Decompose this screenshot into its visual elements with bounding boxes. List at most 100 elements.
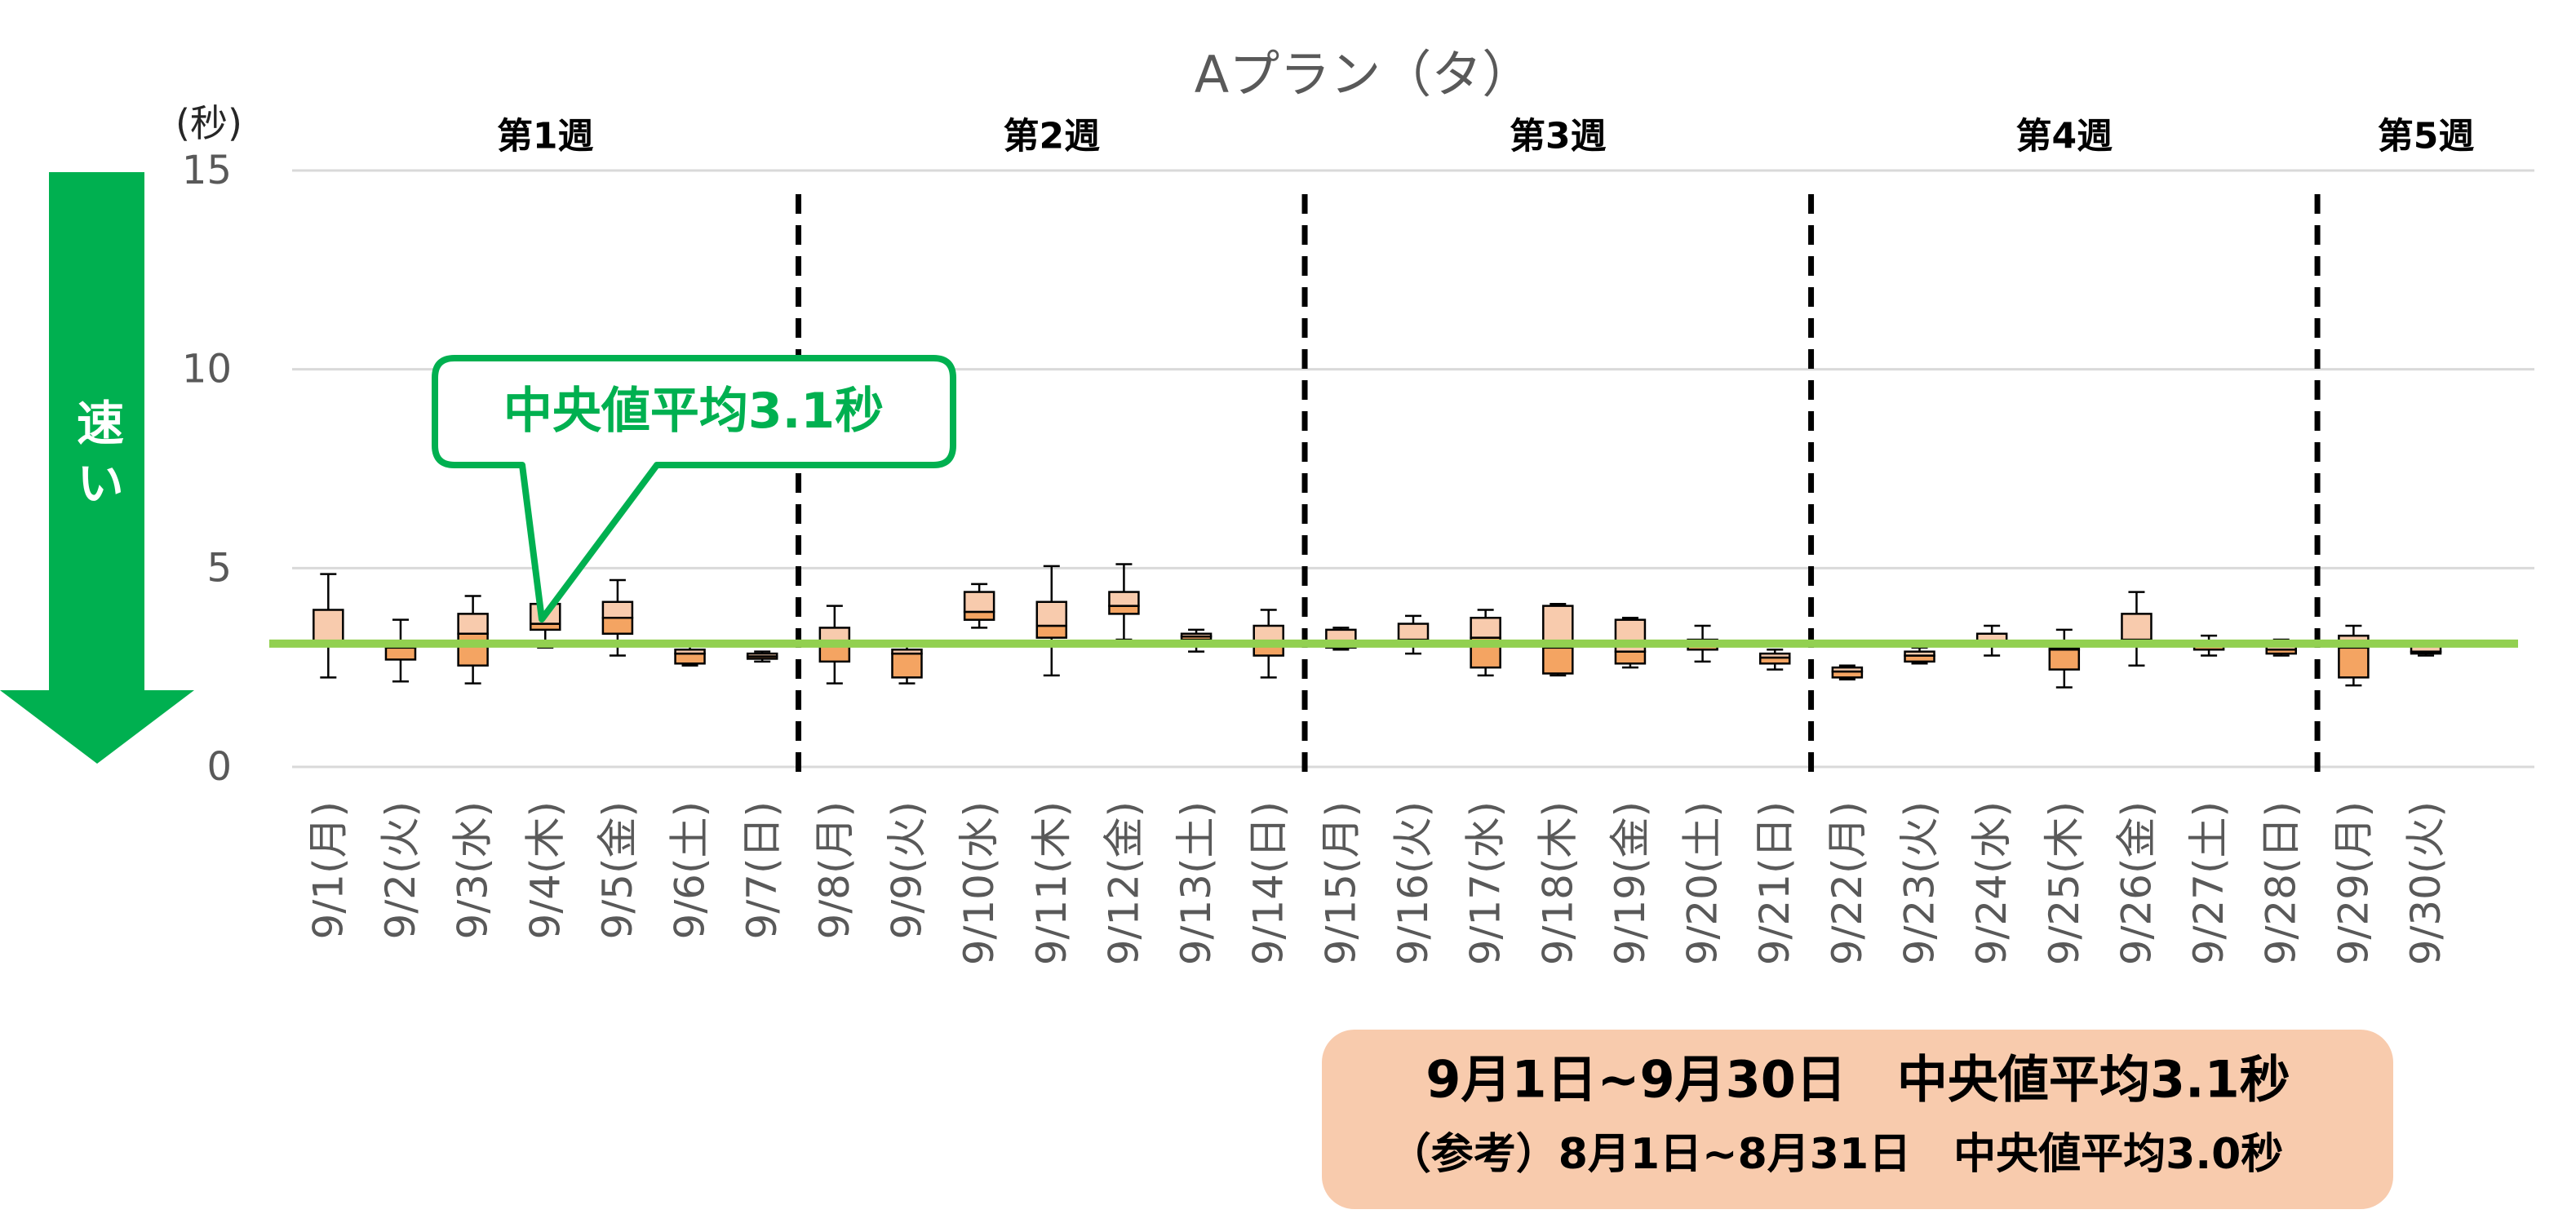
summary-line-1: 9月1日~9月30日 中央値平均3.1秒 [1425,1050,2290,1110]
box-upper-day-9 [891,648,923,655]
callout-text: 中央値平均3.1秒 [503,383,884,440]
x-tick-label-day-9: 9/9(火) [883,801,930,939]
box-upper-day-6 [674,648,706,655]
x-tick-label-day-4: 9/4(木) [521,801,569,939]
box-upper-day-21 [1758,652,1791,659]
box-upper-day-16 [1397,623,1430,641]
week-separators [796,194,2321,777]
box-day-29 [2338,624,2370,687]
box-upper-day-5 [601,600,634,619]
box-day-26 [2121,591,2153,667]
summary-line-2: （参考）8月1日~8月31日 中央値平均3.0秒 [1389,1130,2284,1179]
x-tick-label-day-7: 9/7(日) [738,801,786,939]
box-lower-day-10 [963,610,995,621]
callout-bubble [432,355,956,623]
box-day-19 [1614,617,1647,669]
box-day-25 [2048,628,2081,689]
x-tick-label-day-23: 9/23(火) [1896,801,1944,965]
y-axis-tick-labels: 0 5 10 15 [182,148,232,790]
box-lower-day-2 [384,646,417,661]
y-tick-label-10: 10 [182,347,232,392]
x-tick-label-day-3: 9/3(水) [450,801,497,939]
box-upper-day-25 [2048,646,2081,651]
box-day-10 [963,583,995,629]
x-tick-label-day-25: 9/25(木) [2041,801,2088,965]
box-lower-day-9 [891,652,923,679]
box-upper-day-3 [457,613,489,635]
x-tick-label-day-8: 9/8(月) [811,801,858,939]
x-tick-label-day-27: 9/27(土) [2185,801,2232,965]
box-day-2 [384,618,417,683]
box-upper-day-11 [1035,600,1068,627]
x-tick-label-day-12: 9/12(金) [1100,801,1147,965]
box-day-22 [1831,664,1864,681]
week-label-2: 第2週 [1003,116,1100,157]
x-tick-label-day-28: 9/28(日) [2258,801,2305,965]
week-label-4: 第4週 [2015,116,2113,157]
summary-background [1322,1030,2393,1209]
box-upper-day-22 [1831,666,1864,673]
x-tick-label-day-1: 9/1(月) [304,801,352,939]
box-lower-day-5 [601,617,634,635]
x-tick-label-day-26: 9/26(金) [2113,801,2160,965]
box-day-7 [746,650,778,663]
x-tick-label-day-19: 9/19(金) [1607,801,1654,965]
week-label-3: 第3週 [1510,116,1607,157]
week-label-1: 第1週 [497,116,594,157]
box-plots [313,563,2442,689]
x-tick-label-day-24: 9/24(水) [1968,801,2015,965]
x-tick-label-day-14: 9/14(日) [1245,801,1292,965]
box-lower-day-12 [1108,605,1140,615]
x-tick-label-day-17: 9/17(水) [1462,801,1510,965]
box-upper-day-17 [1470,617,1501,639]
box-day-23 [1904,646,1935,665]
box-upper-day-1 [313,609,344,643]
x-tick-label-day-10: 9/10(水) [955,801,1003,965]
box-day-6 [674,642,706,667]
box-lower-day-3 [457,632,489,667]
box-day-16 [1397,614,1430,655]
box-lower-day-11 [1035,624,1068,639]
y-tick-label-0: 0 [206,744,232,790]
x-axis-tick-labels: 9/1(月) 9/2(火) 9/3(水) 9/4(木) 9/5(金) 9/6(土) 9/7(… [304,801,2450,965]
summary-box: 9月1日~9月30日 中央値平均3.1秒 （参考）8月1日~8月31日 中央値平… [1322,1030,2393,1209]
x-tick-label-day-20: 9/20(土) [1679,801,1727,965]
box-lower-day-6 [674,652,706,665]
x-tick-label-day-5: 9/5(金) [594,801,641,939]
box-lower-day-25 [2048,648,2081,671]
box-lower-day-19 [1614,650,1647,665]
x-tick-label-day-18: 9/18(木) [1534,801,1581,965]
box-upper-day-26 [2121,613,2153,641]
box-day-12 [1108,563,1140,641]
box-upper-day-10 [963,591,995,614]
week-labels: 第1週 第2週 第3週 第4週 第5週 [497,116,2474,157]
y-tick-label-15: 15 [182,148,232,193]
x-tick-label-day-13: 9/13(土) [1173,801,1220,965]
box-day-21 [1758,648,1791,671]
x-tick-label-day-2: 9/2(火) [377,801,424,939]
box-upper-day-12 [1108,591,1140,607]
x-tick-label-day-15: 9/15(月) [1317,801,1364,965]
median-callout: 中央値平均3.1秒 [432,355,956,623]
y-axis-unit-label: (秒) [175,101,242,145]
x-tick-label-day-6: 9/6(土) [667,801,714,939]
x-tick-label-day-30: 9/30(火) [2402,801,2450,965]
down-arrow-icon [0,172,194,764]
x-tick-label-day-29: 9/29(月) [2330,801,2377,965]
box-upper-day-13 [1180,632,1213,638]
box-lower-day-18 [1542,646,1574,675]
speed-arrow-label: 速い [69,398,124,519]
box-day-9 [891,640,923,685]
x-tick-label-day-22: 9/22(月) [1824,801,1871,965]
x-tick-label-day-16: 9/16(火) [1390,801,1437,965]
box-day-3 [457,595,489,685]
y-tick-label-5: 5 [206,545,232,591]
box-day-11 [1035,565,1068,677]
box-upper-day-23 [1904,650,1935,657]
x-tick-label-day-11: 9/11(木) [1028,801,1075,965]
box-lower-day-29 [2338,646,2370,679]
chart-title: Aプラン（タ） [1195,45,1532,104]
x-tick-label-day-21: 9/21(日) [1751,801,1798,965]
